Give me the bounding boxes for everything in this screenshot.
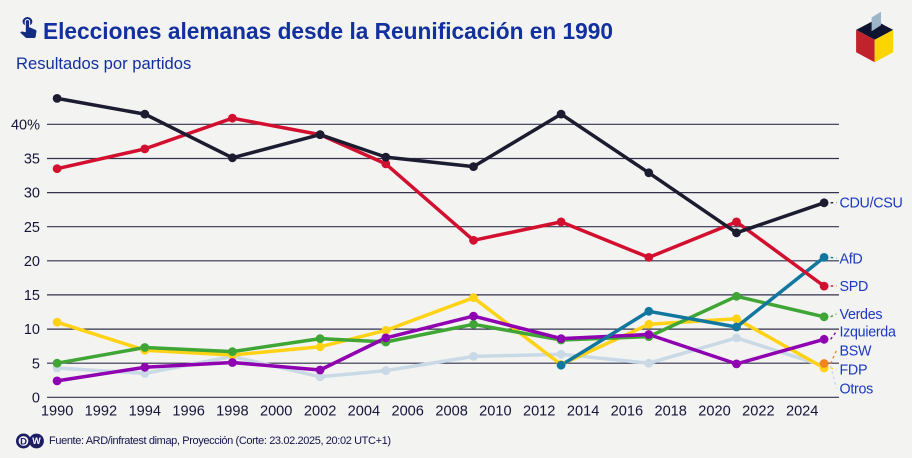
svg-text:2022: 2022 [742, 404, 774, 420]
svg-text:2006: 2006 [391, 404, 423, 420]
svg-text:W: W [32, 436, 41, 446]
svg-text:1996: 1996 [172, 404, 204, 420]
svg-text:1990: 1990 [41, 404, 73, 420]
svg-text:40%: 40% [11, 117, 40, 133]
svg-text:CDU/CSU: CDU/CSU [840, 196, 903, 212]
svg-text:Verdes: Verdes [840, 307, 883, 323]
svg-text:2000: 2000 [260, 404, 292, 420]
svg-text:Izquierda: Izquierda [840, 325, 896, 341]
svg-text:25: 25 [24, 220, 40, 236]
svg-text:0: 0 [32, 390, 40, 406]
svg-text:20: 20 [24, 254, 40, 270]
svg-text:2012: 2012 [523, 404, 555, 420]
svg-text:2002: 2002 [304, 404, 336, 420]
svg-text:2020: 2020 [698, 404, 730, 420]
svg-text:5: 5 [32, 356, 40, 372]
svg-text:2018: 2018 [654, 404, 686, 420]
svg-text:2004: 2004 [348, 404, 380, 420]
svg-text:BSW: BSW [840, 343, 872, 359]
svg-text:1994: 1994 [129, 404, 161, 420]
svg-text:2010: 2010 [479, 404, 511, 420]
svg-text:AfD: AfD [840, 251, 863, 267]
svg-text:2014: 2014 [567, 404, 599, 420]
svg-text:30: 30 [24, 186, 40, 202]
svg-text:15: 15 [24, 288, 40, 304]
svg-text:10: 10 [24, 322, 40, 338]
svg-text:1998: 1998 [216, 404, 248, 420]
svg-text:2016: 2016 [611, 404, 643, 420]
svg-text:D: D [20, 436, 27, 447]
svg-text:1992: 1992 [85, 404, 117, 420]
svg-text:SPD: SPD [840, 279, 869, 295]
svg-text:35: 35 [24, 152, 40, 168]
svg-text:2008: 2008 [435, 404, 467, 420]
svg-text:FDP: FDP [840, 363, 868, 379]
svg-text:Otros: Otros [840, 381, 874, 397]
svg-text:2024: 2024 [786, 404, 818, 420]
